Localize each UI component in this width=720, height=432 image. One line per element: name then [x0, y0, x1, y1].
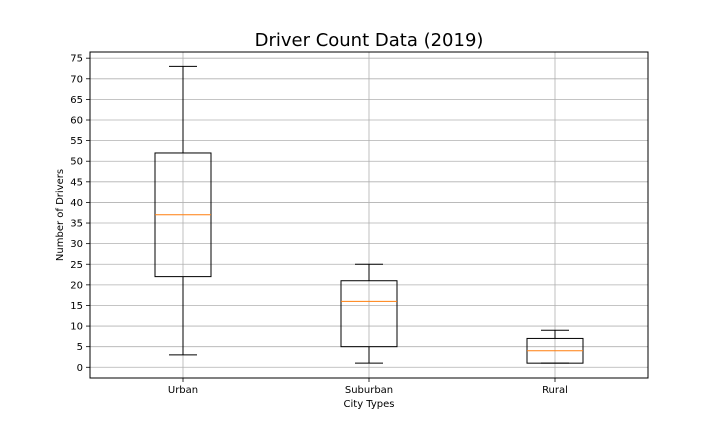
- box-iqr: [340, 280, 398, 348]
- y-tick-label: 10: [70, 322, 83, 333]
- y-tick-label: 45: [70, 177, 83, 188]
- y-tick-label: 50: [70, 157, 83, 168]
- y-tick-label: 0: [77, 363, 83, 374]
- chart-title: Driver Count Data (2019): [255, 30, 484, 51]
- y-axis-label: Number of Drivers: [55, 169, 66, 261]
- x-tick-label: Urban: [168, 385, 198, 396]
- y-tick-label: 60: [70, 116, 83, 127]
- y-tick-label: 55: [70, 136, 83, 147]
- box-rural: [526, 329, 584, 364]
- x-ticks: Urban Suburban Rural: [168, 378, 568, 396]
- boxes: [154, 65, 584, 364]
- y-tick-label: 35: [70, 219, 83, 230]
- y-tick-label: 5: [77, 342, 83, 353]
- y-tick-label: 20: [70, 280, 83, 291]
- y-tick-label: 40: [70, 198, 83, 209]
- y-tick-label: 70: [70, 74, 83, 85]
- box-urban: [154, 65, 212, 356]
- y-tick-label: 25: [70, 260, 83, 271]
- y-tick-label: 30: [70, 239, 83, 250]
- x-tick-label: Rural: [542, 385, 568, 396]
- y-tick-label: 65: [70, 95, 83, 106]
- x-tick-label: Suburban: [345, 385, 393, 396]
- y-ticks: 0 5 10 15 20 25 30 35 40 45 50 55 60 65 70 75: [70, 54, 90, 374]
- box-suburban: [340, 263, 398, 364]
- y-tick-label: 15: [70, 301, 83, 312]
- y-tick-label: 75: [70, 54, 83, 65]
- x-axis-label: City Types: [344, 399, 395, 410]
